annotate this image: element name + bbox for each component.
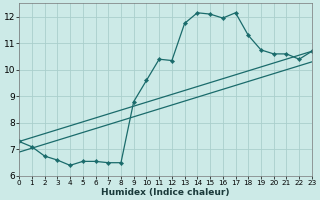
X-axis label: Humidex (Indice chaleur): Humidex (Indice chaleur)	[101, 188, 230, 197]
